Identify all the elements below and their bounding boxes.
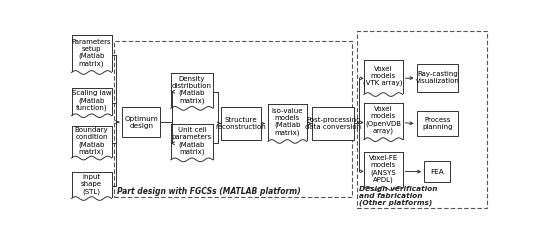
Text: Post-processing
data conversion: Post-processing data conversion [305,117,361,130]
FancyBboxPatch shape [364,152,403,191]
Text: Design verification
and fabrication
(Other platforms): Design verification and fabrication (Oth… [359,185,437,206]
Text: Voxel-FE
models
(ANSYS
APDL): Voxel-FE models (ANSYS APDL) [368,155,398,183]
Text: FEA: FEA [430,169,444,175]
Text: Ray-casting
visualization: Ray-casting visualization [415,71,459,84]
FancyBboxPatch shape [364,103,403,142]
FancyBboxPatch shape [424,161,450,182]
Text: Process
planning: Process planning [422,117,452,130]
Text: Scaling law
(Matlab
function): Scaling law (Matlab function) [72,90,111,111]
FancyBboxPatch shape [416,64,458,92]
Text: Voxel
models
(OpenVDB
array): Voxel models (OpenVDB array) [365,106,401,134]
Text: Parameters
setup
(Matlab
matrix): Parameters setup (Matlab matrix) [72,39,111,67]
Text: Boundary
condition
(Matlab
matrix): Boundary condition (Matlab matrix) [75,127,108,155]
Text: Structure
reconstruction: Structure reconstruction [216,117,267,130]
Text: Voxel
models
(VTK array): Voxel models (VTK array) [364,66,403,87]
Text: Input
shape
(STL): Input shape (STL) [81,174,102,195]
FancyBboxPatch shape [312,107,354,140]
Text: Iso-value
models
(Matlab
matrix): Iso-value models (Matlab matrix) [271,108,303,136]
FancyBboxPatch shape [268,104,307,144]
FancyBboxPatch shape [171,124,213,162]
FancyBboxPatch shape [71,35,112,75]
FancyBboxPatch shape [416,111,458,136]
FancyBboxPatch shape [221,107,261,140]
FancyBboxPatch shape [71,172,112,201]
FancyBboxPatch shape [71,126,112,160]
Text: Unit cell
parameters
(Matlab
matrix): Unit cell parameters (Matlab matrix) [172,127,212,155]
Text: Density
distribution
(Matlab
matrix): Density distribution (Matlab matrix) [172,76,212,103]
FancyBboxPatch shape [364,60,403,97]
FancyBboxPatch shape [71,87,112,118]
Text: Part design with FGCSs (MATLAB platform): Part design with FGCSs (MATLAB platform) [117,187,300,196]
FancyBboxPatch shape [171,73,213,111]
FancyBboxPatch shape [122,107,160,137]
Text: Optimum
design: Optimum design [124,116,158,129]
